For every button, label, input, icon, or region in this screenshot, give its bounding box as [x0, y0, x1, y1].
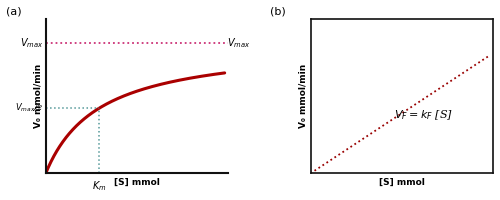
Text: (b): (b)	[270, 7, 286, 17]
Y-axis label: V₀ mmol/min: V₀ mmol/min	[298, 64, 308, 128]
Text: $V_{max}$: $V_{max}$	[20, 36, 44, 50]
Y-axis label: V₀ mmol/min: V₀ mmol/min	[34, 64, 43, 128]
Text: $V_F = k_F$ [S]: $V_F = k_F$ [S]	[394, 108, 454, 122]
Text: $V_{max}$: $V_{max}$	[228, 36, 251, 50]
X-axis label: [S] mmol: [S] mmol	[114, 178, 160, 187]
Text: $V_{max}$/2: $V_{max}$/2	[16, 102, 44, 114]
Text: (a): (a)	[6, 7, 21, 17]
Text: $K_m$: $K_m$	[92, 179, 106, 193]
X-axis label: [S] mmol: [S] mmol	[379, 178, 424, 187]
